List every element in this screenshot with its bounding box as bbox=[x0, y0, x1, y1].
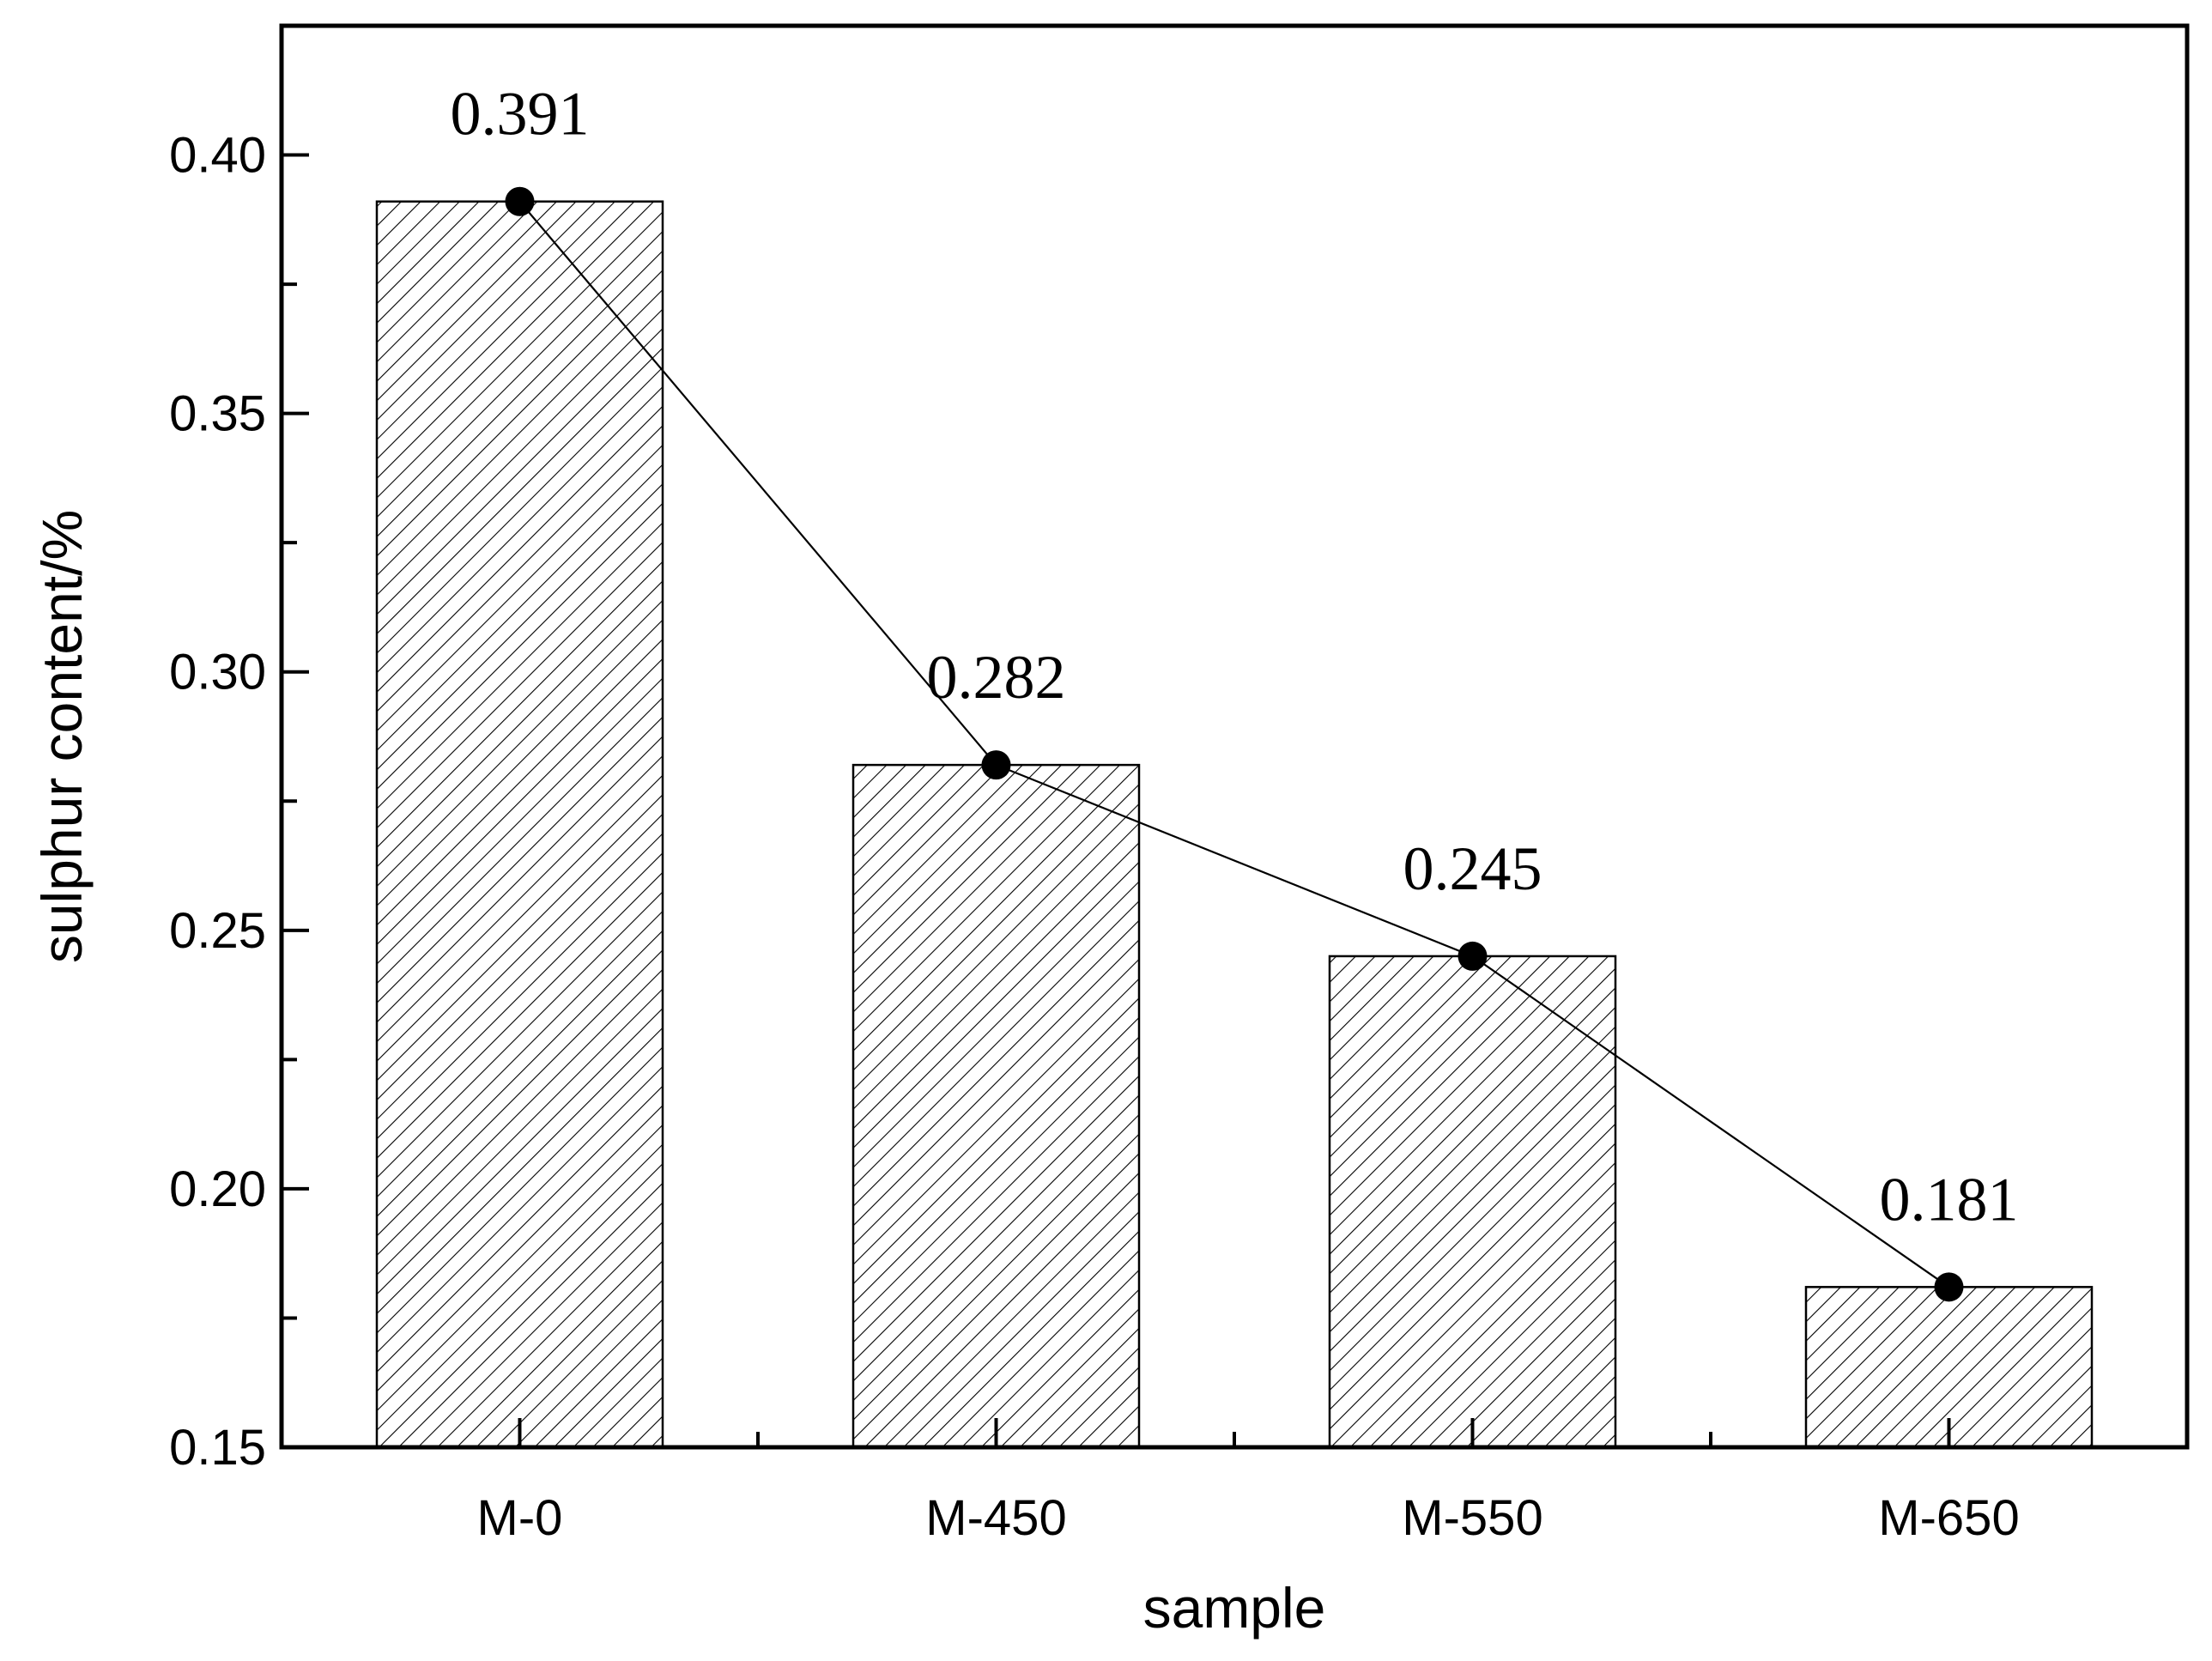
bar-M-450 bbox=[851, 763, 1141, 1449]
x-tick-label-M-450: M-450 bbox=[925, 1490, 1066, 1546]
data-label-M-0: 0.391 bbox=[451, 80, 590, 149]
bar-M-550 bbox=[1328, 955, 1617, 1449]
point-marker-M-650 bbox=[1934, 1272, 1964, 1302]
y-tick-label: 0.15 bbox=[169, 1420, 266, 1476]
x-axis-title: sample bbox=[1143, 1576, 1326, 1640]
data-label-M-550: 0.245 bbox=[1403, 834, 1542, 903]
data-label-M-650: 0.181 bbox=[1880, 1165, 2019, 1234]
x-tick-label-M-0: M-0 bbox=[477, 1490, 563, 1546]
y-tick-label: 0.25 bbox=[169, 903, 266, 959]
y-tick-label: 0.35 bbox=[169, 386, 266, 442]
bar-M-0 bbox=[375, 200, 664, 1449]
axes bbox=[279, 23, 2190, 1450]
y-tick-label: 0.40 bbox=[169, 128, 266, 184]
y-axis-title: sulphur content/% bbox=[30, 510, 94, 963]
x-tick-label-M-650: M-650 bbox=[1878, 1490, 2019, 1546]
labels: 0.391 0.282 0.245 0.181 0.15 0.20 0.25 0.30 0.35… bbox=[30, 80, 2020, 1640]
data-label-M-450: 0.282 bbox=[927, 643, 1066, 712]
y-tick-label: 0.30 bbox=[169, 645, 266, 700]
point-marker-M-0 bbox=[505, 186, 535, 216]
trend-line bbox=[518, 201, 1950, 1288]
trend-line-layer bbox=[505, 186, 1964, 1302]
bars bbox=[375, 200, 2094, 1449]
y-tick-label: 0.20 bbox=[169, 1161, 266, 1217]
point-marker-M-450 bbox=[981, 750, 1011, 780]
point-marker-M-550 bbox=[1457, 941, 1488, 971]
x-tick-label-M-550: M-550 bbox=[1402, 1490, 1542, 1546]
